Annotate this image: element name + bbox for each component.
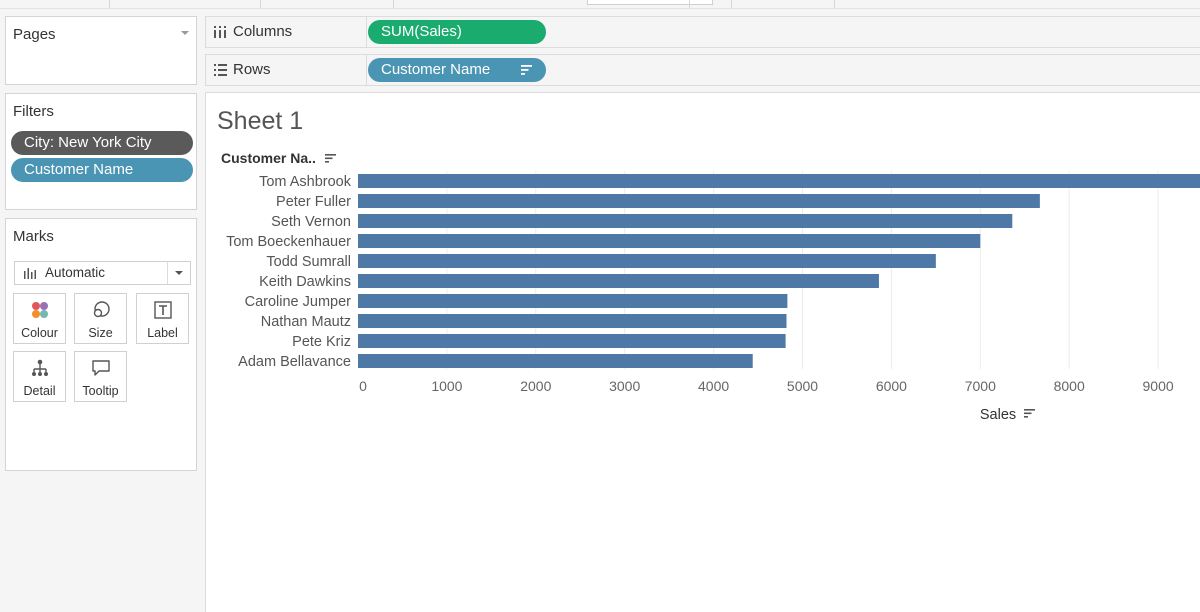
rows-shelf[interactable]: Rows Customer Name [205, 54, 1200, 86]
bar[interactable] [358, 174, 1200, 188]
category-label[interactable]: Keith Dawkins [259, 274, 351, 290]
x-tick-label: 9000 [1143, 378, 1174, 394]
rows-label: Rows [233, 61, 271, 78]
marks-size-button[interactable]: Size [74, 293, 127, 344]
sort-icon[interactable] [325, 154, 336, 163]
marks-title: Marks [13, 228, 54, 245]
x-tick-label: 7000 [965, 378, 996, 394]
category-label[interactable]: Adam Bellavance [238, 354, 351, 370]
mark-type-dropdown[interactable]: Automatic [14, 261, 191, 285]
x-tick-label: 5000 [787, 378, 818, 394]
filters-card: Filters City: New York City Customer Nam… [5, 93, 197, 210]
worksheet-view: Sheet 1 Customer Na.. Tom Ashbrook Peter F… [205, 92, 1200, 612]
size-icon [93, 301, 110, 318]
category-label[interactable]: Peter Fuller [276, 194, 351, 210]
colour-icon [32, 302, 48, 318]
bar-chart-icon [24, 268, 36, 279]
category-label[interactable]: Pete Kriz [292, 334, 351, 350]
category-label[interactable]: Tom Ashbrook [259, 174, 352, 190]
rows-pill-label: Customer Name [381, 61, 491, 78]
bar[interactable] [358, 194, 1040, 208]
marks-detail-button[interactable]: Detail [13, 351, 66, 402]
pages-card: Pages [5, 16, 197, 85]
marks-tooltip-button[interactable]: Tooltip [74, 351, 127, 402]
marks-card: Marks Automatic Colour Size [5, 218, 197, 471]
x-tick-label: 8000 [1054, 378, 1085, 394]
x-tick-label: 3000 [609, 378, 640, 394]
category-label[interactable]: Nathan Mautz [261, 314, 351, 330]
category-label[interactable]: Todd Sumrall [266, 254, 351, 270]
category-label[interactable]: Seth Vernon [271, 214, 351, 230]
bar[interactable] [358, 274, 879, 288]
pages-title: Pages [13, 26, 56, 43]
x-tick-label: 2000 [520, 378, 551, 394]
rows-pill-customer-name[interactable]: Customer Name [368, 58, 546, 82]
bar[interactable] [358, 314, 787, 328]
columns-icon [214, 26, 226, 38]
top-toolbar-strip [0, 0, 1200, 9]
colour-label: Colour [21, 326, 58, 340]
size-label: Size [88, 326, 113, 340]
x-tick-label: 6000 [876, 378, 907, 394]
bar[interactable] [358, 254, 936, 268]
label-icon [154, 301, 172, 319]
rows-icon [214, 64, 227, 76]
bar[interactable] [358, 234, 981, 248]
columns-shelf[interactable]: Columns SUM(Sales) [205, 16, 1200, 48]
filter-pill-customer-name[interactable]: Customer Name [11, 158, 193, 182]
bar-chart: Customer Na.. Tom Ashbrook Peter Fuller Set… [221, 150, 1200, 423]
detail-icon [32, 359, 48, 376]
filters-title: Filters [13, 103, 54, 120]
y-axis-header[interactable]: Customer Na.. [221, 150, 316, 166]
sheet-title: Sheet 1 [217, 107, 304, 135]
marks-label-button[interactable]: Label [136, 293, 189, 344]
filter-pill-city[interactable]: City: New York City [11, 131, 193, 155]
bar[interactable] [358, 214, 1013, 228]
chevron-down-icon [175, 271, 183, 275]
columns-label: Columns [233, 23, 293, 40]
mark-type-label: Automatic [45, 265, 106, 280]
label-label: Label [147, 326, 178, 340]
tooltip-icon [92, 360, 110, 376]
x-sort-icon[interactable] [1024, 409, 1035, 418]
category-label[interactable]: Caroline Jumper [245, 294, 352, 310]
tooltip-label: Tooltip [82, 384, 119, 398]
bar[interactable] [358, 354, 753, 368]
category-label[interactable]: Tom Boeckenhauer [226, 234, 351, 250]
x-tick-label: 4000 [698, 378, 729, 394]
bar[interactable] [358, 294, 788, 308]
detail-label: Detail [23, 384, 56, 398]
x-axis-label[interactable]: Sales [980, 407, 1016, 423]
marks-colour-button[interactable]: Colour [13, 293, 66, 344]
bar[interactable] [358, 334, 786, 348]
x-tick-label: 0 [359, 378, 367, 394]
pages-dropdown-icon[interactable] [181, 31, 189, 35]
sort-descending-icon[interactable] [521, 65, 532, 75]
x-tick-label: 1000 [431, 378, 462, 394]
columns-pill-sum-sales[interactable]: SUM(Sales) [368, 20, 546, 44]
